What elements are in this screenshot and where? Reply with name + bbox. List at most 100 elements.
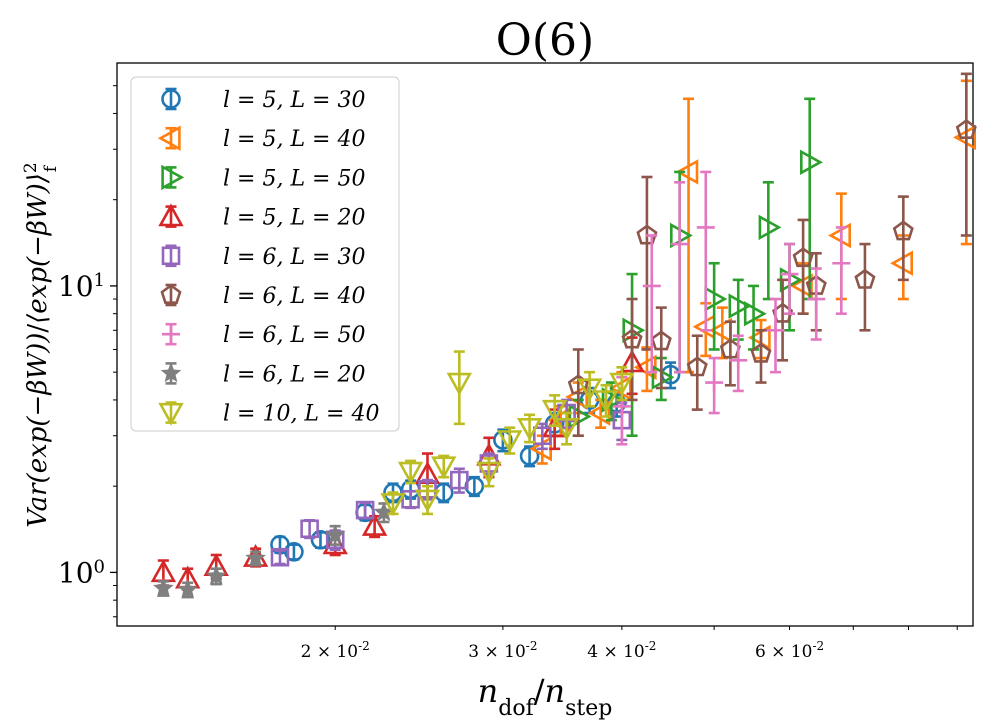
legend-marker xyxy=(162,325,180,344)
data-point xyxy=(533,426,552,446)
data-point xyxy=(621,328,643,349)
series-9 xyxy=(380,350,635,516)
legend-entry: l = 10, L = 40 xyxy=(158,401,379,427)
axis-ticks: 2 × 10-2 3 × 10-2 4 × 10-2 6 × 10-2 100 101 xyxy=(58,85,958,662)
legend-entry: l = 5, L = 50 xyxy=(161,164,365,191)
series-2 xyxy=(529,79,977,465)
legend-label: l = 5, L = 50 xyxy=(223,166,365,191)
data-point xyxy=(670,235,689,254)
x-tick-label: 6 × 10-2 xyxy=(755,639,824,662)
data-marks xyxy=(150,72,977,599)
legend-marker xyxy=(161,246,181,266)
x-tick-label: 4 × 10-2 xyxy=(587,639,656,662)
legend-entry: l = 6, L = 20 xyxy=(160,362,365,387)
legend-marker xyxy=(161,89,181,109)
legend-marker xyxy=(157,125,181,151)
data-point xyxy=(401,489,420,509)
plot-frame xyxy=(116,62,974,627)
data-point xyxy=(892,220,914,241)
legend-marker xyxy=(160,362,182,383)
data-point xyxy=(355,500,375,520)
legend-label: l = 6, L = 30 xyxy=(223,245,365,270)
data-point xyxy=(446,372,473,396)
data-point xyxy=(766,321,785,340)
data-point xyxy=(807,290,826,309)
data-point xyxy=(516,417,543,441)
data-point xyxy=(686,356,708,377)
data-point xyxy=(728,293,752,319)
data-point xyxy=(758,214,782,241)
legend-marker xyxy=(160,283,182,305)
data-point xyxy=(450,470,469,490)
legend-marker xyxy=(161,164,185,191)
data-point xyxy=(270,547,290,567)
data-point xyxy=(750,342,772,363)
data-point xyxy=(567,374,589,395)
data-point xyxy=(642,276,661,295)
y-tick-label: 100 xyxy=(58,556,105,590)
data-point xyxy=(780,265,799,284)
data-point xyxy=(300,519,319,539)
data-point xyxy=(464,476,485,496)
data-point xyxy=(601,387,625,413)
data-point xyxy=(593,390,619,414)
data-point xyxy=(743,300,767,327)
legend-label: l = 6, L = 40 xyxy=(223,284,365,309)
legend-entry: l = 5, L = 20 xyxy=(158,203,365,231)
legend-entry: l = 5, L = 30 xyxy=(161,87,365,113)
legend-entry: l = 5, L = 40 xyxy=(157,125,365,152)
data-point xyxy=(177,578,198,599)
data-point xyxy=(476,461,502,485)
data-point xyxy=(705,373,724,392)
legend-marker xyxy=(158,203,184,227)
data-point xyxy=(324,524,346,544)
data-point xyxy=(414,489,441,513)
series-7 xyxy=(612,170,851,446)
data-point xyxy=(245,547,266,568)
legend-entry: l = 6, L = 40 xyxy=(160,283,365,309)
data-point xyxy=(519,446,540,466)
legend-label: l = 5, L = 30 xyxy=(223,88,365,113)
legend-label: l = 6, L = 50 xyxy=(223,323,365,348)
data-point xyxy=(650,330,672,351)
series-6 xyxy=(567,72,977,438)
data-point xyxy=(205,565,227,585)
data-point xyxy=(636,224,658,245)
legend-entry: l = 6, L = 50 xyxy=(162,322,365,348)
data-point xyxy=(854,268,876,289)
x-tick-label: 3 × 10-2 xyxy=(468,639,537,662)
data-point xyxy=(541,399,568,423)
data-point xyxy=(397,461,424,485)
data-point xyxy=(675,159,699,185)
y-axis-label: Var(exp(−βW))/⟨exp(−βW)⟩2f xyxy=(21,162,61,528)
legend-entry: l = 6, L = 30 xyxy=(161,244,365,270)
data-point xyxy=(153,577,174,598)
data-point xyxy=(799,149,823,176)
x-axis-label: ndof/nstep xyxy=(478,672,613,721)
data-point xyxy=(576,378,603,402)
data-point xyxy=(609,372,635,396)
legend-label: l = 5, L = 40 xyxy=(223,127,365,152)
data-point xyxy=(310,529,331,550)
data-point xyxy=(729,351,748,370)
legend-marker xyxy=(158,402,184,426)
data-point xyxy=(430,456,457,480)
data-point xyxy=(955,118,977,139)
data-point xyxy=(696,218,715,237)
legend-label: l = 6, L = 20 xyxy=(223,362,365,387)
data-point xyxy=(361,513,388,536)
legend-label: l = 5, L = 20 xyxy=(223,206,365,231)
data-point xyxy=(792,247,814,268)
data-point xyxy=(496,430,523,454)
x-tick-label: 2 × 10-2 xyxy=(301,639,370,662)
legend-frame xyxy=(130,76,400,432)
data-point xyxy=(553,417,580,441)
legend: l = 5, L = 30 l = 5, L = 40 l = 5, L = 50 l… xyxy=(130,76,400,432)
data-point xyxy=(587,400,611,426)
data-point xyxy=(832,254,851,273)
data-point xyxy=(380,493,406,516)
y-tick-label: 101 xyxy=(58,269,105,303)
chart-title: O(6) xyxy=(496,15,594,66)
legend-label: l = 10, L = 40 xyxy=(223,402,379,427)
